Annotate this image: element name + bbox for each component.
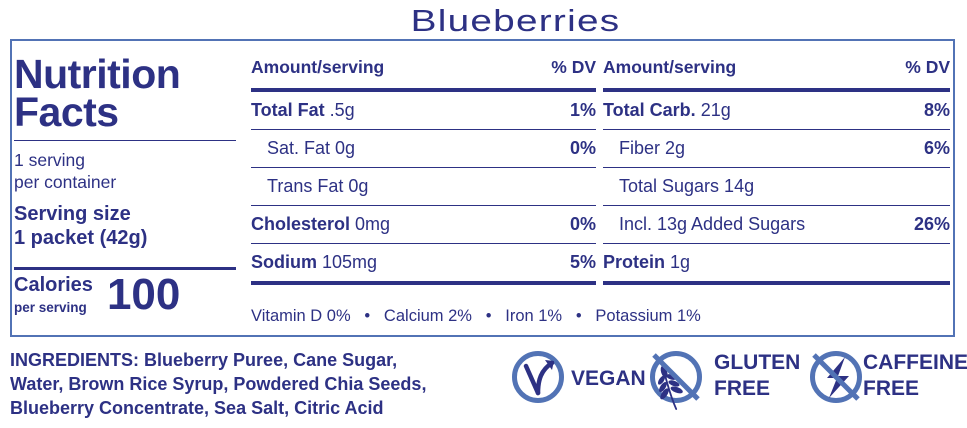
svg-text:CAFFEINE: CAFFEINE: [863, 351, 967, 374]
svg-text:GLUTEN: GLUTEN: [714, 351, 800, 374]
svg-text:FREE: FREE: [863, 377, 919, 400]
svg-text:FREE: FREE: [714, 377, 770, 400]
svg-text:VEGAN: VEGAN: [571, 367, 646, 390]
